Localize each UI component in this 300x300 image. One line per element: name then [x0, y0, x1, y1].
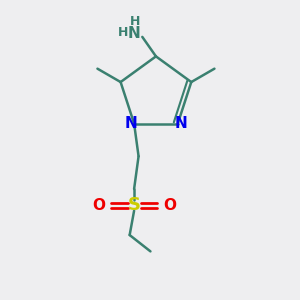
Text: O: O — [163, 198, 176, 213]
Text: S: S — [128, 196, 141, 214]
Text: N: N — [174, 116, 187, 131]
Text: H: H — [130, 15, 141, 28]
Text: N: N — [128, 26, 140, 41]
Text: H: H — [118, 26, 128, 39]
Text: N: N — [124, 116, 137, 131]
Text: O: O — [92, 198, 105, 213]
